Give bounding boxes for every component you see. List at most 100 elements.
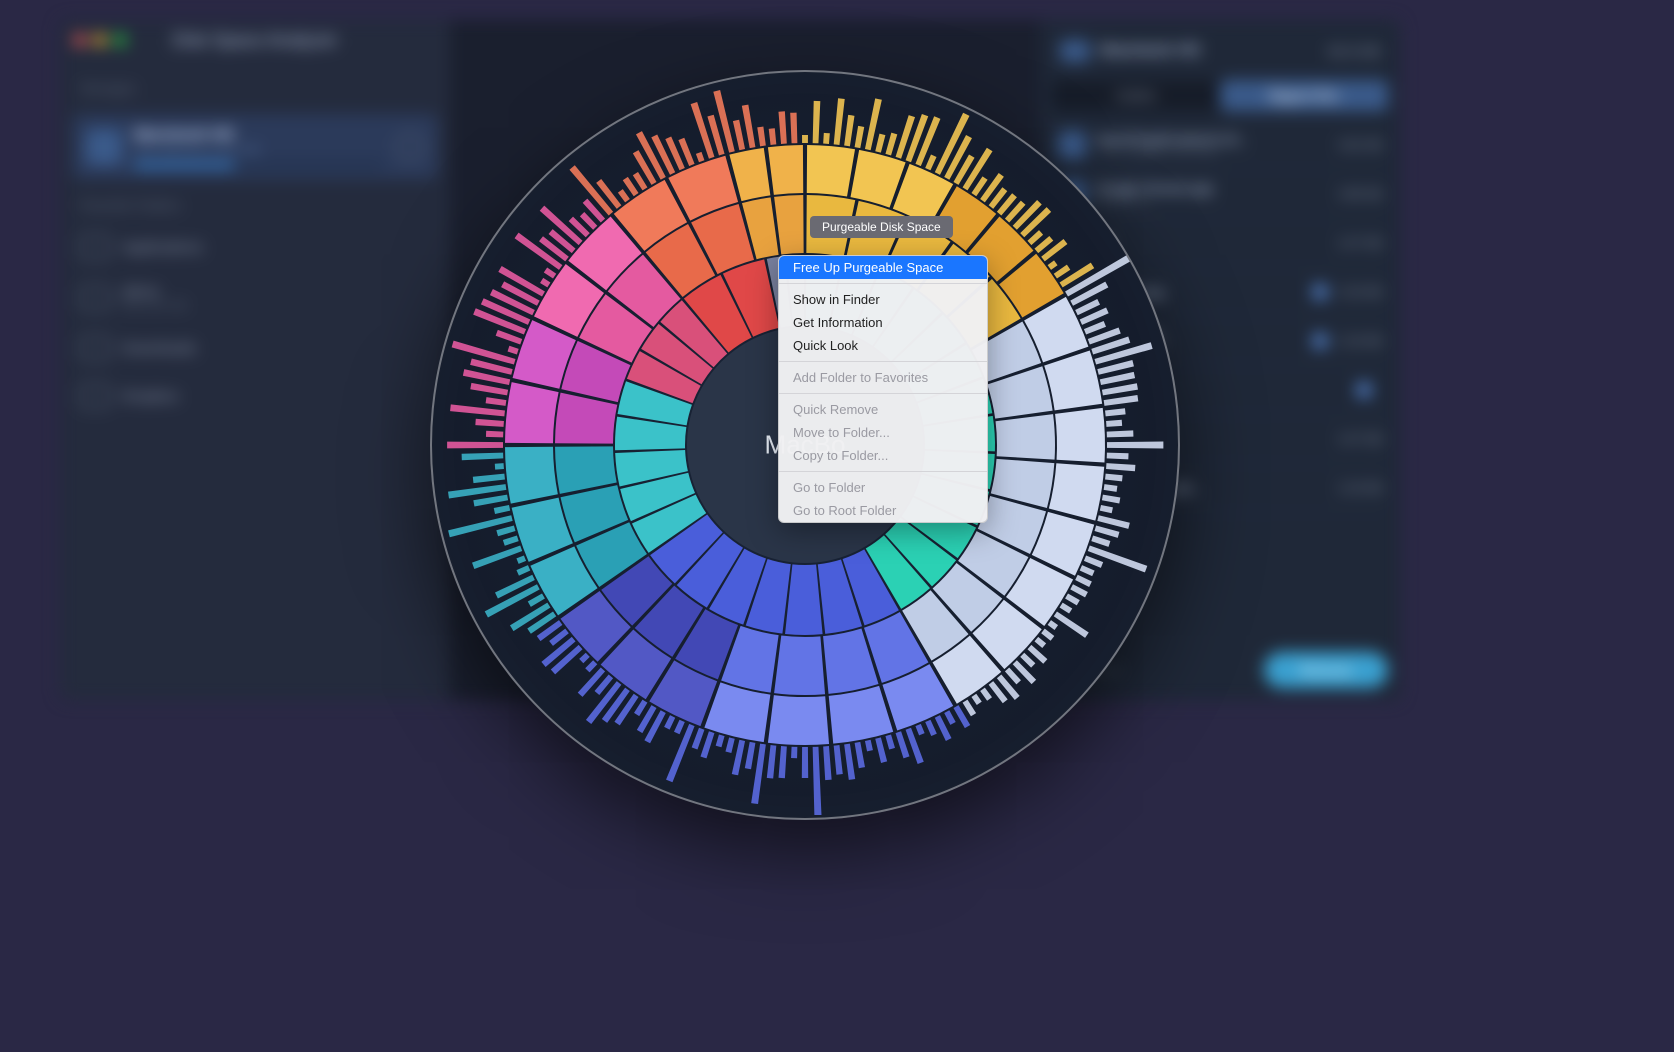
sunburst-spike[interactable]	[1107, 442, 1163, 449]
sunburst-spike[interactable]	[472, 546, 522, 569]
sunburst-spike[interactable]	[716, 734, 725, 747]
sunburst-spike[interactable]	[925, 155, 936, 171]
sunburst-spike[interactable]	[1060, 603, 1073, 614]
sunburst-spike[interactable]	[742, 105, 756, 148]
scan-button[interactable]	[396, 133, 424, 161]
sunburst-spike[interactable]	[925, 720, 937, 736]
sunburst-segment[interactable]	[829, 686, 893, 744]
sunburst-spike[interactable]	[503, 536, 519, 546]
storage-item[interactable]: Macintosh HD 36.0 GB free of 121 GB	[72, 114, 438, 179]
sunburst-spike[interactable]	[495, 463, 504, 469]
sunburst-spike[interactable]	[462, 453, 504, 461]
sunburst-spike[interactable]	[1104, 395, 1139, 406]
sunburst-spike[interactable]	[1075, 575, 1092, 587]
sunburst-spike[interactable]	[1020, 653, 1035, 668]
sunburst-spike[interactable]	[1080, 565, 1095, 576]
sunburst-spike[interactable]	[823, 746, 831, 780]
remove-button[interactable]: Remove	[1264, 652, 1388, 688]
sunburst-segment[interactable]	[768, 695, 829, 745]
sunburst-spike[interactable]	[579, 653, 590, 664]
sunburst-spike[interactable]	[692, 728, 705, 750]
sunburst-spike[interactable]	[666, 724, 695, 782]
sunburst-spike[interactable]	[865, 740, 873, 752]
sunburst-spike[interactable]	[1034, 637, 1046, 648]
sunburst-spike[interactable]	[1027, 230, 1043, 245]
sunburst-spike[interactable]	[1105, 474, 1123, 482]
sunburst-spike[interactable]	[452, 341, 516, 365]
sunburst-segment[interactable]	[505, 447, 558, 504]
sunburst-spike[interactable]	[585, 660, 597, 672]
sunburst-spike[interactable]	[1100, 505, 1113, 513]
tab-biggest-files[interactable]: Biggest files	[1220, 80, 1388, 111]
sunburst-spike[interactable]	[963, 700, 977, 717]
sunburst-spike[interactable]	[1084, 555, 1103, 567]
sunburst-spike[interactable]	[516, 565, 530, 575]
sunburst-spike[interactable]	[1094, 525, 1119, 537]
sunburst-spike[interactable]	[875, 134, 885, 153]
sunburst-spike[interactable]	[1107, 453, 1129, 460]
sunburst-spike[interactable]	[823, 133, 830, 144]
sunburst-spike[interactable]	[1041, 629, 1054, 641]
sunburst-segment[interactable]	[774, 636, 825, 695]
sunburst-segment[interactable]	[555, 393, 617, 444]
menu-item[interactable]: Quick Look	[779, 334, 987, 357]
sunburst-spike[interactable]	[944, 710, 955, 725]
sunburst-segment[interactable]	[1044, 351, 1102, 411]
info-icon[interactable]: i	[1356, 382, 1372, 398]
sunburst-spike[interactable]	[834, 98, 845, 145]
folder-item[interactable]: Applications	[60, 223, 450, 271]
sunburst-spike[interactable]	[1065, 593, 1080, 605]
sunburst-spike[interactable]	[885, 734, 895, 749]
sunburst-spike[interactable]	[447, 442, 503, 449]
sunburst-spike[interactable]	[473, 495, 508, 507]
menu-item[interactable]: Free Up Purgeable Space	[779, 256, 987, 279]
sunburst-spike[interactable]	[633, 172, 648, 190]
sunburst-spike[interactable]	[1097, 515, 1130, 529]
sunburst-spike[interactable]	[971, 694, 981, 705]
sunburst-spike[interactable]	[732, 740, 745, 776]
sunburst-spike[interactable]	[1088, 546, 1148, 573]
sunburst-spike[interactable]	[450, 404, 505, 416]
sunburst-segment[interactable]	[768, 145, 803, 195]
sunburst-spike[interactable]	[1091, 536, 1110, 547]
sunburst-spike[interactable]	[980, 688, 992, 701]
sunburst-spike[interactable]	[1054, 611, 1089, 637]
sunburst-spike[interactable]	[802, 747, 808, 778]
sunburst-spike[interactable]	[896, 731, 910, 758]
sunburst-spike[interactable]	[691, 102, 715, 159]
sunburst-spike[interactable]	[1105, 408, 1126, 416]
sunburst-spike[interactable]	[1100, 372, 1135, 385]
sunburst-spike[interactable]	[733, 120, 745, 150]
sunburst-spike[interactable]	[1107, 430, 1134, 437]
sunburst-segment[interactable]	[1055, 408, 1105, 463]
sunburst-spike[interactable]	[494, 505, 510, 514]
sunburst-spike[interactable]	[1102, 383, 1138, 395]
sunburst-spike[interactable]	[791, 747, 797, 759]
sunburst-spike[interactable]	[1048, 260, 1058, 269]
sunburst-spike[interactable]	[508, 346, 519, 355]
sunburst-spike[interactable]	[915, 724, 924, 735]
sunburst-spike[interactable]	[1020, 207, 1051, 237]
sunburst-spike[interactable]	[486, 397, 507, 406]
sunburst-segment[interactable]	[505, 382, 559, 443]
sunburst-spike[interactable]	[855, 742, 865, 768]
sunburst-spike[interactable]	[885, 133, 897, 156]
sunburst-spike[interactable]	[1106, 463, 1135, 471]
sunburst-spike[interactable]	[470, 383, 508, 396]
menu-item[interactable]: Get Information	[779, 311, 987, 334]
sunburst-spike[interactable]	[544, 267, 556, 278]
sunburst-segment[interactable]	[555, 446, 617, 494]
info-icon[interactable]: i	[1312, 284, 1328, 300]
sunburst-spike[interactable]	[834, 745, 843, 775]
sunburst-spike[interactable]	[1070, 584, 1088, 597]
sunburst-spike[interactable]	[551, 645, 583, 674]
sunburst-segment[interactable]	[774, 195, 804, 254]
sunburst-spike[interactable]	[844, 115, 854, 146]
sunburst-spike[interactable]	[769, 128, 777, 145]
sunburst-spike[interactable]	[875, 737, 887, 763]
sunburst-spike[interactable]	[486, 431, 503, 438]
sunburst-segment[interactable]	[807, 145, 855, 197]
sunburst-spike[interactable]	[674, 720, 685, 735]
sunburst-spike[interactable]	[1102, 495, 1120, 504]
sunburst-spike[interactable]	[475, 419, 504, 427]
